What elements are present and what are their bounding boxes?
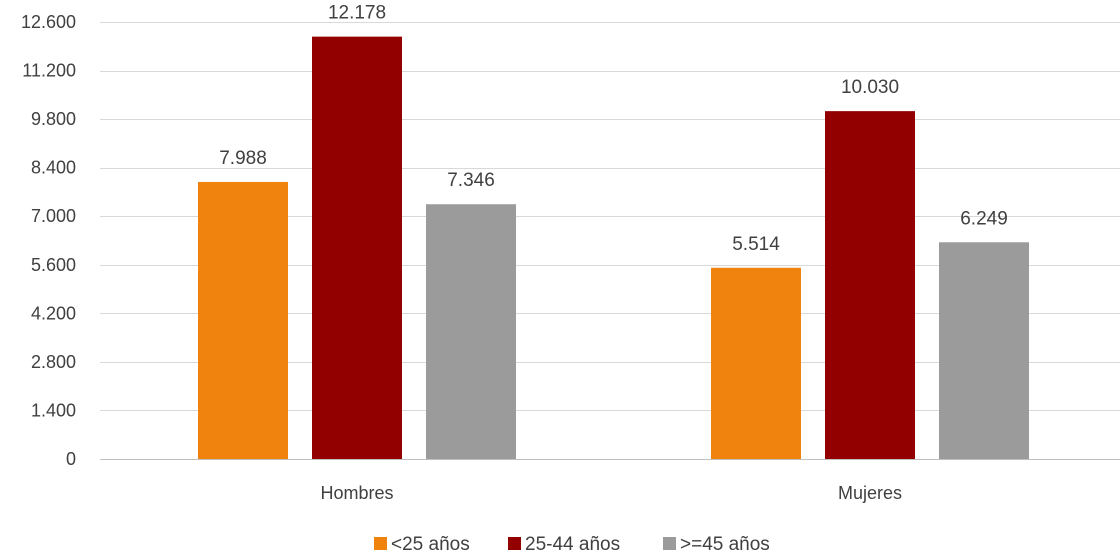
- data-label: 7.988: [219, 148, 267, 169]
- bars: [198, 36, 1029, 459]
- x-tick-label: Hombres: [320, 483, 393, 503]
- bar: [426, 204, 516, 459]
- legend-label: 25-44 años: [525, 534, 620, 555]
- legend: <25 años 25-44 años >=45 años: [374, 534, 770, 555]
- y-axis: 0 1.400 2.800 4.200 5.600 7.000 8.400 9.800 11.2…: [21, 12, 76, 469]
- bar: [312, 36, 402, 459]
- y-tick-label: 9.800: [31, 109, 76, 129]
- legend-label: >=45 años: [680, 534, 770, 555]
- y-tick-label: 0: [66, 449, 76, 469]
- y-tick-label: 7.000: [31, 206, 76, 226]
- data-label: 6.249: [960, 208, 1008, 229]
- legend-swatch: [663, 537, 676, 550]
- bar: [198, 181, 288, 459]
- x-axis: Hombres Mujeres: [320, 483, 902, 503]
- y-tick-label: 1.400: [31, 400, 76, 420]
- legend-swatch: [374, 537, 387, 550]
- bar: [711, 267, 801, 459]
- y-tick-label: 8.400: [31, 158, 76, 178]
- y-tick-label: 11.200: [22, 61, 76, 81]
- bar: [939, 242, 1029, 459]
- legend-label: <25 años: [391, 534, 470, 555]
- y-tick-label: 5.600: [31, 255, 76, 275]
- y-tick-label: 12.600: [21, 12, 76, 32]
- data-label: 12.178: [328, 3, 386, 24]
- data-label: 10.030: [841, 77, 899, 98]
- legend-swatch: [508, 537, 521, 550]
- data-label: 7.346: [447, 170, 495, 191]
- data-labels: 7.988 12.178 7.346 5.514 10.030 6.249: [219, 3, 1008, 255]
- data-label: 5.514: [732, 234, 780, 255]
- y-tick-label: 2.800: [31, 352, 76, 372]
- bar: [825, 111, 915, 459]
- y-tick-label: 4.200: [31, 303, 76, 323]
- x-tick-label: Mujeres: [838, 483, 902, 503]
